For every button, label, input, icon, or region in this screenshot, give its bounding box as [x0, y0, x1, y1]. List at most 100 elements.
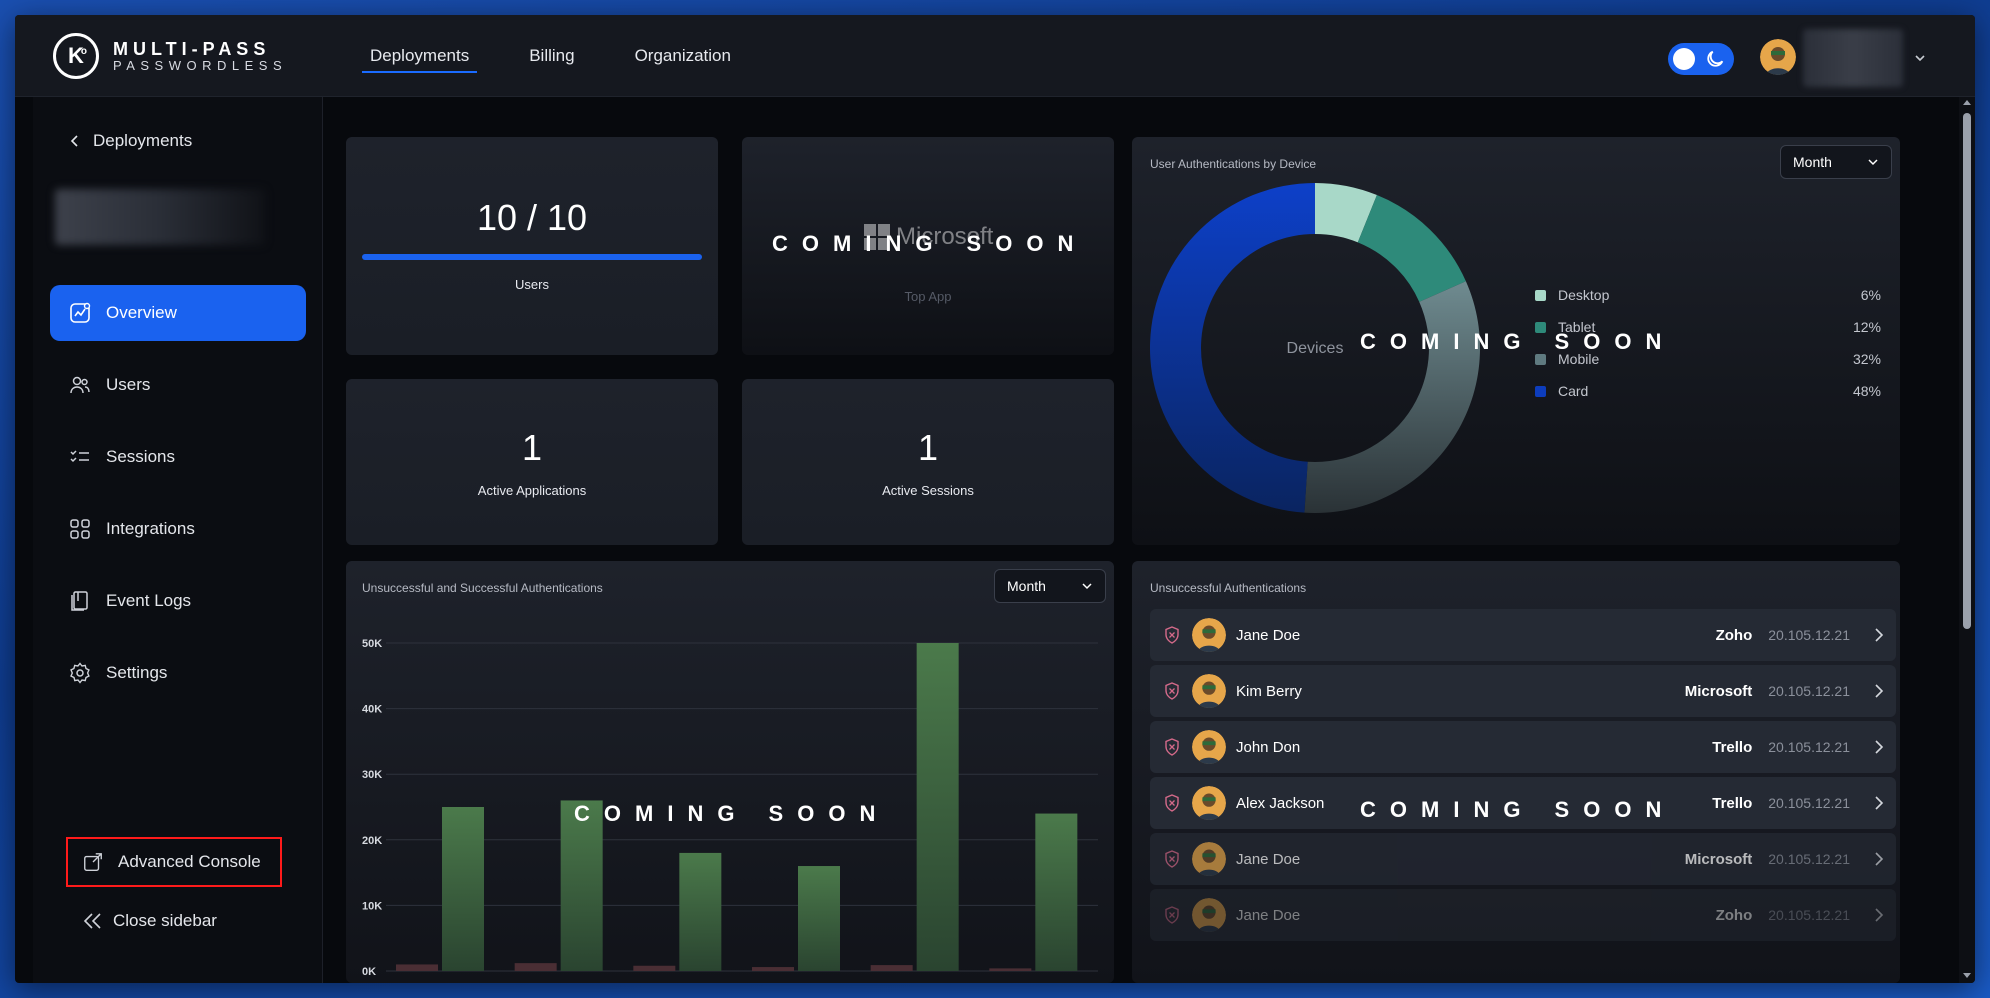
- donut-slice-card: [1150, 183, 1315, 513]
- auth-row[interactable]: John Don Trello 20.105.12.21: [1150, 721, 1896, 773]
- sessions-icon: [70, 450, 89, 463]
- sidebar-item-label: Overview: [106, 303, 177, 322]
- sidebar-item-integrations[interactable]: Integrations: [50, 501, 306, 557]
- legend-swatch: [1535, 289, 1546, 301]
- chevron-right-icon[interactable]: [1874, 739, 1884, 755]
- sidebar-item-users[interactable]: Users: [50, 357, 306, 413]
- user-name: Jane Doe: [1236, 850, 1301, 868]
- legend-label: Card: [1558, 383, 1589, 399]
- sidebar-item-event-logs[interactable]: Event Logs: [50, 573, 306, 629]
- avatar: [1192, 730, 1226, 764]
- shield-x-icon: [1165, 738, 1179, 756]
- scrollbar[interactable]: [1959, 97, 1975, 983]
- bar-unsuccessful: [870, 965, 913, 971]
- legend-item-mobile: Mobile 32%: [1535, 343, 1881, 375]
- y-tick-label: 40K: [362, 704, 382, 716]
- chevron-right-icon[interactable]: [1874, 795, 1884, 811]
- device-period-dropdown[interactable]: Month: [1780, 145, 1892, 179]
- nav-organization[interactable]: Organization: [634, 46, 731, 65]
- active-sessions-label: Active Sessions: [882, 483, 974, 498]
- bar-period-value: Month: [1007, 578, 1046, 594]
- chevron-left-icon: [70, 135, 78, 147]
- bar-period-dropdown[interactable]: Month: [994, 569, 1106, 603]
- auth-bar-chart: 50K 40K 30K 20K 10K 0K: [362, 638, 1098, 978]
- coming-soon-overlay: COMING SOON: [574, 801, 890, 826]
- auth-row[interactable]: Alex Jackson Trello 20.105.12.21: [1150, 777, 1896, 829]
- auth-bar-chart-card: Unsuccessful and Successful Authenticati…: [346, 561, 1114, 983]
- chevron-right-icon[interactable]: [1874, 627, 1884, 643]
- device-chart-title: User Authentications by Device: [1150, 157, 1317, 171]
- integrations-icon: [70, 519, 90, 539]
- legend-pct: 6%: [1860, 287, 1881, 303]
- user-name: John Don: [1236, 738, 1301, 756]
- logo-line1: MULTI-PASS: [113, 38, 271, 59]
- device-period-value: Month: [1793, 154, 1832, 170]
- auth-row[interactable]: Jane Doe Microsoft 20.105.12.21: [1150, 833, 1896, 885]
- sidebar: Deployments Overview Users Sessions Inte…: [33, 97, 323, 983]
- toggle-knob: [1673, 48, 1695, 70]
- user-name-redacted: [1803, 29, 1903, 87]
- back-to-deployments[interactable]: Deployments: [69, 131, 192, 151]
- auth-row[interactable]: Kim Berry Microsoft 20.105.12.21: [1150, 665, 1896, 717]
- scroll-up-icon[interactable]: [1963, 99, 1971, 107]
- chevron-right-icon[interactable]: [1874, 683, 1884, 699]
- advanced-console-label: Advanced Console: [118, 852, 261, 871]
- close-sidebar-button[interactable]: Close sidebar: [83, 911, 217, 931]
- legend-pct: 32%: [1852, 351, 1881, 367]
- theme-toggle[interactable]: [1668, 43, 1734, 75]
- chevron-down-icon[interactable]: [1913, 51, 1927, 65]
- unsuccessful-title: Unsuccessful Authentications: [1150, 581, 1307, 595]
- top-app-label: Top App: [904, 289, 952, 304]
- users-card: 10 / 10 Users: [346, 137, 718, 355]
- ip-address: 20.105.12.21: [1768, 683, 1850, 699]
- sidebar-item-sessions[interactable]: Sessions: [50, 429, 306, 485]
- y-tick-label: 30K: [362, 769, 382, 781]
- sidebar-item-overview[interactable]: Overview: [50, 285, 306, 341]
- nav-billing[interactable]: Billing: [529, 46, 575, 65]
- bar-successful: [1035, 813, 1078, 971]
- avatar: [1192, 674, 1226, 708]
- legend-label: Desktop: [1558, 287, 1610, 303]
- legend-item-tablet: Tablet 12%: [1535, 311, 1881, 343]
- top-app-logo: Microsoft: [864, 223, 993, 251]
- shield-x-icon: [1165, 626, 1179, 644]
- app-name: Trello: [1712, 738, 1753, 756]
- chevron-right-icon[interactable]: [1874, 851, 1884, 867]
- user-avatar[interactable]: [1760, 39, 1796, 75]
- legend-pct: 12%: [1852, 319, 1881, 335]
- shield-x-icon: [1165, 794, 1179, 812]
- sidebar-item-label: Settings: [106, 663, 168, 682]
- double-chevron-left-icon: [83, 913, 101, 929]
- device-chart-card: User Authentications by Device Month Dev…: [1132, 137, 1900, 545]
- users-progress-fill: [362, 254, 702, 260]
- active-sessions-card: 1 Active Sessions: [742, 379, 1114, 545]
- scroll-down-icon[interactable]: [1963, 971, 1971, 979]
- donut-slice-tablet: [1357, 195, 1466, 302]
- close-sidebar-label: Close sidebar: [113, 911, 217, 930]
- chevron-right-icon[interactable]: [1874, 907, 1884, 923]
- app-name: Microsoft: [1684, 682, 1753, 700]
- user-name: Alex Jackson: [1236, 794, 1325, 812]
- scrollbar-thumb[interactable]: [1963, 113, 1971, 629]
- shield-x-icon: [1165, 682, 1179, 700]
- microsoft-logo-icon: [864, 224, 890, 250]
- device-legend: Desktop 6% Tablet 12% Mobile 32% Card 48%: [1535, 279, 1881, 407]
- app-name: Microsoft: [1684, 850, 1753, 868]
- advanced-console-link[interactable]: Advanced Console: [66, 837, 282, 887]
- back-label: Deployments: [93, 131, 193, 150]
- shield-x-icon: [1165, 906, 1179, 924]
- sidebar-item-label: Integrations: [106, 519, 195, 538]
- avatar: [1192, 786, 1226, 820]
- nav-deployments[interactable]: Deployments: [362, 15, 478, 97]
- auth-row[interactable]: Jane Doe Zoho 20.105.12.21: [1150, 889, 1896, 941]
- sidebar-item-label: Sessions: [106, 447, 175, 466]
- coming-soon-overlay: COMING SOON: [1360, 797, 1676, 822]
- auth-row[interactable]: Jane Doe Zoho 20.105.12.21: [1150, 609, 1896, 661]
- active-sessions-count: 1: [917, 427, 939, 468]
- main-content: 10 / 10 Users Microsoft Top App COMING S…: [324, 97, 1959, 983]
- ip-address: 20.105.12.21: [1768, 907, 1850, 923]
- logo-mark-letter: K: [68, 43, 84, 68]
- y-tick-label: 20K: [362, 835, 382, 847]
- sidebar-item-settings[interactable]: Settings: [50, 645, 306, 701]
